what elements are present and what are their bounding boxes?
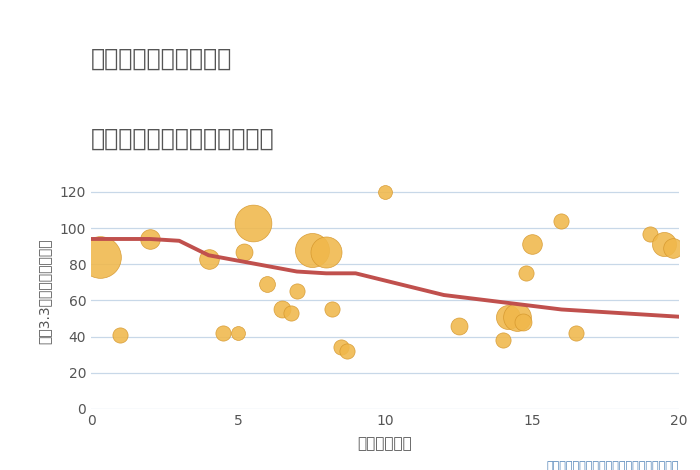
- Point: [286, 309, 297, 317]
- Point: [276, 306, 288, 313]
- Point: [497, 337, 508, 344]
- Point: [321, 248, 332, 255]
- Point: [144, 235, 155, 243]
- Text: 円の大きさは、取引のあった物件面積を示す: 円の大きさは、取引のあった物件面積を示す: [547, 461, 679, 470]
- Point: [644, 230, 655, 237]
- Point: [335, 344, 346, 351]
- Point: [232, 329, 244, 337]
- Point: [379, 188, 391, 196]
- Point: [556, 217, 567, 225]
- Point: [306, 246, 317, 254]
- Point: [503, 313, 514, 321]
- Point: [517, 318, 528, 326]
- X-axis label: 駅距離（分）: 駅距離（分）: [358, 436, 412, 451]
- Point: [659, 241, 670, 248]
- Point: [668, 244, 679, 252]
- Point: [326, 306, 337, 313]
- Point: [341, 347, 352, 355]
- Point: [570, 329, 582, 337]
- Point: [526, 241, 538, 248]
- Point: [291, 288, 302, 295]
- Point: [521, 270, 532, 277]
- Point: [262, 281, 273, 288]
- Text: 駅距離別中古マンション価格: 駅距離別中古マンション価格: [91, 126, 274, 150]
- Point: [115, 331, 126, 338]
- Point: [203, 255, 214, 263]
- Point: [94, 253, 106, 261]
- Point: [218, 329, 229, 337]
- Point: [247, 219, 258, 227]
- Point: [512, 313, 523, 321]
- Point: [238, 248, 249, 255]
- Text: 奈良県奈良市角振町の: 奈良県奈良市角振町の: [91, 47, 232, 70]
- Y-axis label: 坪（3.3㎡）単価（万円）: 坪（3.3㎡）単価（万円）: [37, 239, 51, 344]
- Point: [453, 322, 464, 329]
